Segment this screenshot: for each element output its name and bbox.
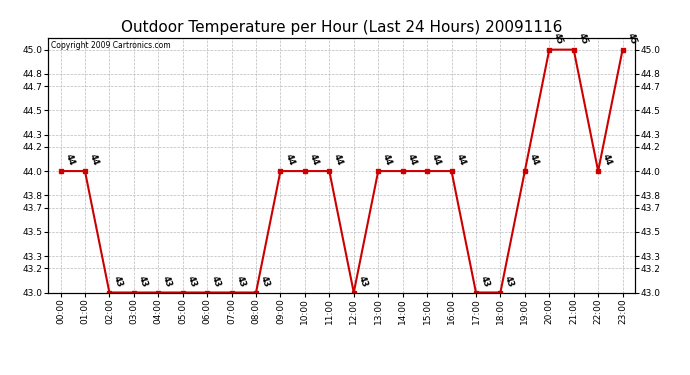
- Text: 43: 43: [503, 274, 515, 288]
- Text: 43: 43: [112, 274, 125, 288]
- Text: 44: 44: [283, 153, 296, 167]
- Title: Outdoor Temperature per Hour (Last 24 Hours) 20091116: Outdoor Temperature per Hour (Last 24 Ho…: [121, 20, 562, 35]
- Text: 45: 45: [625, 32, 638, 45]
- Text: 44: 44: [332, 153, 344, 167]
- Text: 43: 43: [210, 274, 222, 288]
- Text: 44: 44: [528, 153, 540, 167]
- Text: 43: 43: [235, 274, 247, 288]
- Text: 44: 44: [430, 153, 442, 167]
- Text: Copyright 2009 Cartronics.com: Copyright 2009 Cartronics.com: [51, 41, 171, 50]
- Text: 43: 43: [161, 274, 173, 288]
- Text: 44: 44: [63, 153, 76, 167]
- Text: 44: 44: [406, 153, 418, 167]
- Text: 44: 44: [381, 153, 393, 167]
- Text: 45: 45: [552, 32, 564, 45]
- Text: 44: 44: [601, 153, 613, 167]
- Text: 43: 43: [479, 274, 491, 288]
- Text: 44: 44: [454, 153, 466, 167]
- Text: 43: 43: [186, 274, 198, 288]
- Text: 43: 43: [137, 274, 149, 288]
- Text: 43: 43: [259, 274, 271, 288]
- Text: 43: 43: [357, 274, 369, 288]
- Text: 44: 44: [308, 153, 320, 167]
- Text: 44: 44: [88, 153, 100, 167]
- Text: 45: 45: [576, 32, 589, 45]
